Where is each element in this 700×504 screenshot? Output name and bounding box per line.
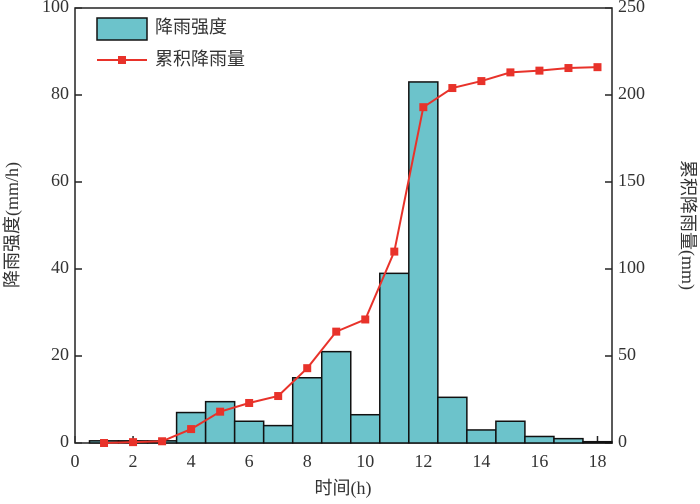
bar — [379, 272, 410, 444]
point — [506, 68, 515, 77]
bar — [350, 413, 381, 444]
bar — [437, 396, 468, 444]
point — [593, 63, 602, 72]
bar — [262, 424, 294, 444]
x-axis-label: 时间(h) — [315, 478, 372, 499]
bar — [408, 81, 439, 444]
legend-swatch — [96, 17, 148, 41]
bar — [233, 420, 265, 444]
point — [100, 439, 109, 447]
y2-tick-label: 50 — [618, 344, 636, 364]
y-tick-label: 40 — [51, 257, 69, 277]
bar — [291, 377, 323, 444]
point — [303, 364, 312, 373]
x-tick-label: 6 — [245, 451, 254, 471]
bar — [582, 440, 613, 444]
x-tick-label: 0 — [71, 451, 80, 471]
y-axis-label: 降雨强度(mm/h) — [2, 162, 23, 288]
bar — [466, 429, 497, 444]
point — [187, 425, 196, 434]
y-tick-label: 0 — [60, 431, 69, 451]
legend-label: 降雨强度 — [155, 17, 227, 37]
y2-tick-label: 150 — [618, 170, 645, 190]
x-tick-label: 12 — [414, 451, 432, 471]
bar — [553, 437, 584, 444]
bar — [320, 350, 352, 444]
x-tick-label: 18 — [588, 451, 606, 471]
point — [332, 327, 341, 336]
point — [477, 77, 486, 86]
point — [390, 247, 399, 256]
x-tick-label: 16 — [530, 451, 548, 471]
point — [129, 438, 138, 447]
y2-tick-label: 100 — [618, 257, 645, 277]
point — [564, 64, 573, 73]
point — [419, 103, 428, 112]
point — [216, 407, 225, 416]
y-tick-label: 80 — [51, 83, 69, 103]
x-tick-label: 10 — [356, 451, 374, 471]
point — [361, 315, 370, 324]
x-tick-label: 2 — [129, 451, 138, 471]
bar — [175, 411, 207, 444]
y-tick-label: 100 — [42, 0, 69, 16]
x-tick-label: 8 — [303, 451, 312, 471]
point — [245, 398, 254, 407]
y-tick-label: 60 — [51, 170, 69, 190]
point — [535, 66, 544, 75]
x-tick-label: 14 — [472, 451, 490, 471]
point — [274, 392, 283, 401]
y2-axis-label: 累积降雨量(mm) — [677, 160, 698, 290]
x-tick-label: 4 — [187, 451, 196, 471]
legend-label: 累积降雨量 — [155, 49, 245, 69]
y2-tick-label: 250 — [618, 0, 645, 16]
bar — [495, 420, 526, 444]
line — [103, 66, 598, 444]
legend-marker — [118, 56, 126, 64]
point — [158, 437, 167, 446]
y-tick-label: 20 — [51, 344, 69, 364]
y2-tick-label: 200 — [618, 83, 645, 103]
y2-tick-label: 0 — [618, 431, 627, 451]
point — [448, 84, 457, 93]
bar — [524, 435, 555, 444]
